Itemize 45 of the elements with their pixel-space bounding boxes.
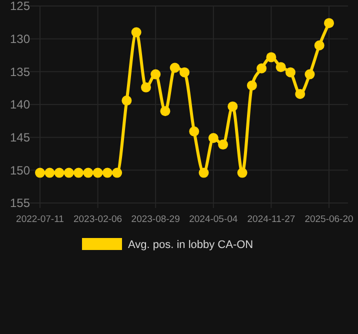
y-tick-label: 130 <box>10 32 30 46</box>
point <box>266 52 276 62</box>
y-tick-label: 140 <box>10 98 30 112</box>
point <box>74 168 84 178</box>
point <box>122 96 132 106</box>
x-tick-label: 2023-02-06 <box>73 214 122 225</box>
x-tick-label: 2024-05-04 <box>189 214 238 225</box>
point <box>208 132 218 143</box>
point <box>44 168 55 178</box>
point <box>189 126 200 136</box>
point <box>276 62 286 72</box>
point <box>150 69 161 80</box>
point <box>295 88 306 99</box>
point <box>324 18 334 28</box>
point <box>102 168 112 178</box>
point <box>218 140 228 150</box>
point <box>237 168 248 178</box>
point <box>140 82 151 92</box>
legend-label: Avg. pos. in lobby CA-ON <box>128 238 254 251</box>
point <box>54 168 64 178</box>
x-tick-label: 2023-08-29 <box>131 214 180 225</box>
point <box>83 168 94 178</box>
point <box>170 62 180 73</box>
point <box>304 69 315 80</box>
point <box>92 168 103 178</box>
point <box>35 168 45 178</box>
point <box>180 67 190 78</box>
y-tick-label: 155 <box>10 196 30 210</box>
point <box>198 168 209 178</box>
x-tick-label: 2024-11-27 <box>247 214 296 225</box>
point <box>246 80 257 90</box>
y-tick-label: 135 <box>10 64 30 79</box>
point <box>112 168 122 178</box>
point <box>131 27 142 38</box>
point <box>285 67 296 78</box>
point <box>228 101 238 112</box>
y-tick-label: 150 <box>10 163 30 178</box>
x-tick-label: 2022-07-11 <box>16 214 64 225</box>
point <box>256 63 267 74</box>
point <box>160 106 170 116</box>
point <box>314 40 324 50</box>
y-tick-label: 145 <box>10 130 30 145</box>
x-tick-label: 2025-06-20 <box>304 214 354 225</box>
y-tick-label: 125 <box>10 0 30 14</box>
point <box>64 168 74 178</box>
